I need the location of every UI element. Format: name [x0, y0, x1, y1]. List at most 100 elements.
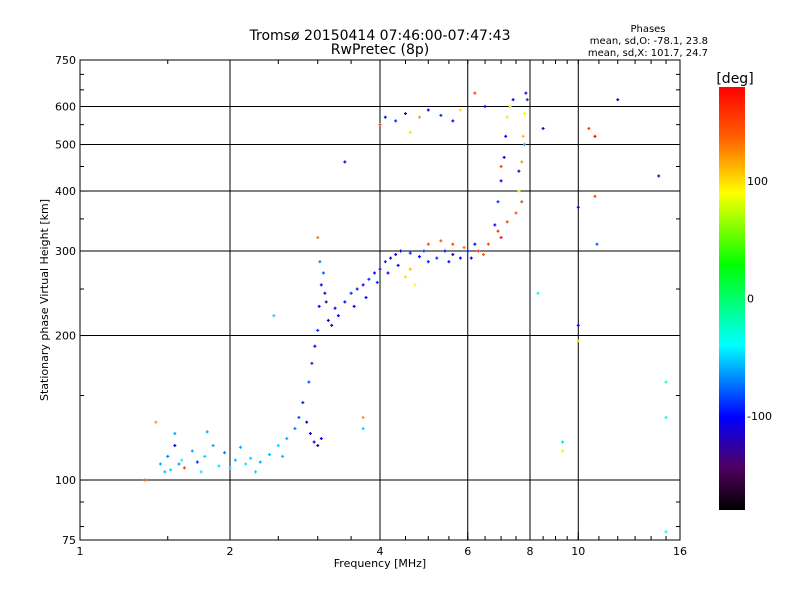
data-point [272, 314, 276, 318]
data-point [417, 255, 421, 259]
data-point [276, 444, 280, 448]
data-point [496, 229, 500, 233]
data-point [336, 314, 340, 318]
y-tick-label: 400 [55, 185, 76, 198]
data-point [561, 449, 565, 453]
data-point [333, 306, 337, 310]
data-point [375, 280, 379, 284]
data-point [520, 160, 524, 164]
data-point [378, 123, 382, 127]
axis-ticks: 1 2 4 6 8 10 16 75 100 200 300 400 500 600 750 [55, 54, 687, 558]
data-point [576, 205, 580, 209]
data-point [486, 242, 490, 246]
data-point [422, 249, 426, 253]
data-point [396, 263, 400, 267]
x-tick-label: 2 [227, 545, 234, 558]
data-point [587, 126, 591, 130]
data-point [657, 174, 661, 178]
data-point [195, 460, 199, 464]
data-point [386, 271, 390, 275]
data-point [502, 155, 506, 159]
data-point [364, 296, 368, 300]
data-point [308, 432, 312, 436]
data-point [481, 253, 485, 257]
y-axis-label: Stationary phase Virtual Height [km] [38, 199, 51, 401]
data-point [408, 267, 412, 271]
data-point [244, 462, 248, 466]
colorbar [719, 87, 745, 510]
data-point [458, 256, 462, 260]
data-point [326, 318, 330, 322]
data-point [520, 200, 524, 204]
data-point [293, 427, 297, 431]
data-point [239, 445, 243, 449]
data-point [249, 456, 253, 460]
data-point [361, 283, 365, 287]
y-tick-label: 200 [55, 330, 76, 343]
data-point [316, 328, 320, 332]
x-tick-label: 16 [673, 545, 687, 558]
data-point [458, 108, 462, 112]
data-point [316, 444, 320, 448]
y-tick-label: 300 [55, 245, 76, 258]
stats-x-line: mean, sd,X: 101.7, 24.7 [588, 48, 708, 59]
data-point [403, 275, 407, 279]
data-point [473, 91, 477, 95]
data-point [361, 415, 365, 419]
data-point [511, 98, 515, 102]
data-point [505, 220, 509, 224]
data-point [508, 105, 512, 109]
data-point [439, 113, 443, 117]
data-point [310, 361, 314, 365]
data-point [521, 134, 525, 138]
grid-lines [80, 60, 680, 540]
data-point [576, 339, 580, 343]
data-point [267, 453, 271, 457]
data-point [233, 458, 237, 462]
data-point [417, 115, 421, 119]
data-point [285, 437, 289, 441]
data-point [469, 256, 473, 260]
data-point [389, 256, 393, 260]
data-point [408, 130, 412, 134]
data-point [223, 451, 227, 455]
data-point [399, 249, 403, 253]
data-point [561, 440, 565, 444]
data-point [312, 440, 316, 444]
data-point [595, 242, 599, 246]
stats-heading: Phases [630, 24, 665, 35]
data-point [324, 300, 328, 304]
colorbar-tick-label: 0 [747, 293, 754, 306]
data-point [177, 462, 181, 466]
chart-title: Tromsø 20150414 07:46:00-07:47:43 [249, 28, 511, 44]
data-point [367, 277, 371, 281]
data-point [451, 242, 455, 246]
data-point [169, 468, 173, 472]
data-point [504, 134, 508, 138]
data-point [343, 300, 347, 304]
data-point [664, 530, 668, 534]
data-point [525, 98, 529, 102]
data-point [505, 115, 509, 119]
data-point [343, 160, 347, 164]
data-point [483, 105, 487, 109]
data-point [426, 108, 430, 112]
data-point [413, 283, 417, 287]
data-point [443, 249, 447, 253]
x-axis-label: Frequency [MHz] [334, 557, 426, 570]
y-tick-label: 600 [55, 101, 76, 114]
colorbar-tick-label: 100 [747, 175, 768, 188]
data-point [211, 444, 215, 448]
data-point [319, 283, 323, 287]
data-point [352, 304, 356, 308]
data-point [426, 242, 430, 246]
data-point [524, 91, 528, 95]
data-point [199, 470, 203, 474]
data-point [173, 432, 177, 436]
data-point [258, 460, 262, 464]
x-tick-label: 8 [527, 545, 534, 558]
data-point [143, 478, 147, 482]
data-point [476, 249, 480, 253]
data-point [593, 134, 597, 138]
data-point [173, 444, 177, 448]
